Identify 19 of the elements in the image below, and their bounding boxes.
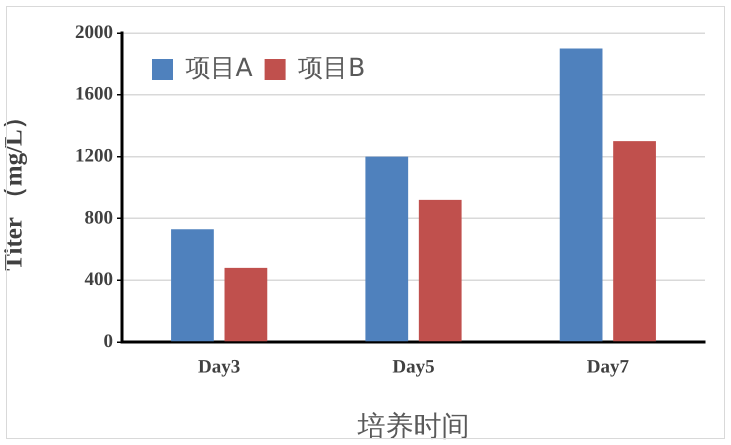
y-tick-label: 400	[84, 269, 113, 290]
x-axis-title: 培养时间	[356, 412, 470, 443]
legend-label: 项目A	[186, 53, 253, 82]
bar	[365, 156, 408, 342]
y-tick-label: 1200	[75, 146, 113, 167]
y-tick-label: 1600	[75, 84, 113, 105]
legend-label: 项目B	[298, 53, 366, 82]
x-tick-label: Day5	[392, 356, 435, 378]
bar	[224, 268, 268, 342]
y-axis-title: Titer （mg/L）	[0, 104, 28, 271]
y-tick-label: 2000	[75, 22, 113, 43]
bar	[560, 48, 602, 342]
x-tick-label: Day7	[586, 356, 630, 378]
y-tick-label: 0	[104, 330, 113, 352]
bar	[613, 141, 656, 342]
bar	[171, 229, 214, 342]
x-tick-label: Day3	[198, 356, 240, 378]
y-tick-label: 800	[84, 207, 113, 228]
bar	[418, 200, 462, 342]
